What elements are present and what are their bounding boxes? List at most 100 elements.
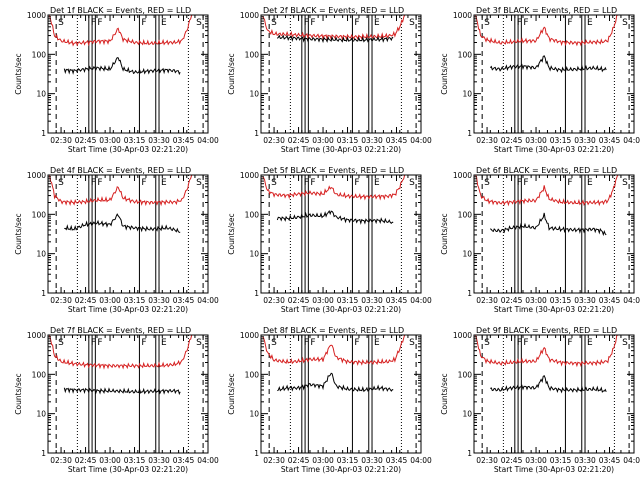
panel-3-x-tick-label-5: 03:30 bbox=[574, 136, 596, 145]
panel-8-marker-label-1: S bbox=[271, 338, 277, 348]
panel-6-marker-label-3: F bbox=[523, 178, 528, 188]
panel-2-y-tick-label-2: 10 bbox=[249, 90, 259, 99]
panel-7-marker-label-4: F bbox=[141, 338, 146, 348]
panel-6-title: Det 6f BLACK = Events, RED = LLD bbox=[476, 166, 617, 175]
panel-8-marker-label-3: F bbox=[310, 338, 315, 348]
panel-3-marker-label-3: F bbox=[523, 18, 528, 28]
panel-3-lld-series-line bbox=[475, 14, 618, 47]
panel-9-marker-label-5: E bbox=[587, 338, 593, 348]
panel-1-title: Det 1f BLACK = Events, RED = LLD bbox=[50, 6, 191, 15]
panel-3-title: Det 3f BLACK = Events, RED = LLD bbox=[476, 6, 617, 15]
panel-5-lld-series-line bbox=[262, 174, 406, 201]
panel-4-marker-label-4: F bbox=[141, 178, 146, 188]
panel-2-marker-label-2: F bbox=[304, 18, 309, 28]
panel-1-y-axis-label: Counts/sec bbox=[14, 53, 23, 94]
panel-1-y-tick-label-3: 100 bbox=[32, 50, 47, 59]
panel-6-marker-label-2: F bbox=[517, 178, 522, 188]
panel-9-title: Det 9f BLACK = Events, RED = LLD bbox=[476, 326, 617, 335]
panel-9-marker-label-4: F bbox=[567, 338, 572, 348]
panel-3-y-tick-label-4: 1000 bbox=[453, 11, 472, 20]
panel-3-x-tick-label-4: 03:15 bbox=[550, 136, 572, 145]
panel-3-marker-label-5: E bbox=[587, 18, 593, 28]
panel-1: 1 10 100 1000 02:30 02:45 03:00 03:15 03:30 03:45… bbox=[14, 6, 219, 154]
panel-9-y-tick-label-3: 100 bbox=[458, 370, 473, 379]
panel-4-lld-series-line bbox=[49, 174, 193, 207]
panel-6: 1 10 100 1000 02:30 02:45 03:00 03:15 03:30 03:45… bbox=[440, 166, 640, 314]
panel-7-x-tick-label-5: 03:30 bbox=[148, 456, 170, 465]
panel-4-title: Det 4f BLACK = Events, RED = LLD bbox=[50, 166, 191, 175]
panel-9-marker-label-2: F bbox=[517, 338, 522, 348]
panel-5-marker-label-4: F bbox=[354, 178, 359, 188]
panel-9-y-tick-label-2: 10 bbox=[462, 410, 472, 419]
panel-1-x-tick-label-3: 03:00 bbox=[99, 136, 121, 145]
panel-4-x-tick-label-5: 03:30 bbox=[148, 296, 170, 305]
panel-3-x-axis-label: Start Time (30-Apr-03 02:21:20) bbox=[494, 145, 614, 154]
panel-3-marker-label-4: F bbox=[567, 18, 572, 28]
panel-5-marker-label-1: S bbox=[271, 178, 277, 188]
panel-7-marker-label-5: E bbox=[161, 338, 167, 348]
panel-4-x-tick-label-7: 04:00 bbox=[197, 296, 219, 305]
panel-4-x-tick-label-2: 02:45 bbox=[75, 296, 97, 305]
panel-1-x-tick-label-5: 03:30 bbox=[148, 136, 170, 145]
panel-6-y-axis-label: Counts/sec bbox=[440, 213, 449, 254]
panel-4-y-tick-label-1: 1 bbox=[41, 289, 46, 298]
panel-8-marker-label-2: F bbox=[304, 338, 309, 348]
panel-6-y-tick-label-1: 1 bbox=[467, 289, 472, 298]
panel-1-x-tick-label-6: 03:45 bbox=[173, 136, 195, 145]
panel-2-marker-label-1: S bbox=[271, 18, 277, 28]
panel-4-marker-label-3: F bbox=[97, 178, 102, 188]
panel-8-y-tick-label-4: 1000 bbox=[240, 331, 259, 340]
panel-6-x-tick-label-3: 03:00 bbox=[525, 296, 547, 305]
panel-3-y-axis-label: Counts/sec bbox=[440, 53, 449, 94]
panel-1-events-series-line bbox=[63, 57, 181, 76]
panel-9-x-tick-label-7: 04:00 bbox=[623, 456, 640, 465]
panel-2-marker-label-4: F bbox=[354, 18, 359, 28]
panel-4-x-axis-label: Start Time (30-Apr-03 02:21:20) bbox=[68, 305, 188, 314]
panel-4-marker-label-2: F bbox=[91, 178, 96, 188]
panel-9-x-tick-label-2: 02:45 bbox=[501, 456, 523, 465]
panel-6-x-tick-label-6: 03:45 bbox=[599, 296, 621, 305]
panel-7: 1 10 100 1000 02:30 02:45 03:00 03:15 03:30 03:45… bbox=[14, 326, 219, 474]
panel-2-marker-label-5: E bbox=[374, 18, 380, 28]
panel-5-x-tick-label-3: 03:00 bbox=[312, 296, 334, 305]
panel-4-x-tick-label-3: 03:00 bbox=[99, 296, 121, 305]
panel-7-lld-series-line bbox=[49, 334, 193, 370]
panel-5: 1 10 100 1000 02:30 02:45 03:00 03:15 03:30 03:45… bbox=[227, 166, 432, 314]
panel-1-marker-label-3: F bbox=[97, 18, 102, 28]
panel-7-y-tick-label-2: 10 bbox=[36, 410, 46, 419]
panel-7-marker-label-2: F bbox=[91, 338, 96, 348]
panel-3-events-series-line bbox=[489, 55, 607, 74]
panel-9-events-series-line bbox=[490, 374, 607, 394]
panel-2-x-tick-label-4: 03:15 bbox=[337, 136, 359, 145]
panel-7-y-axis-label: Counts/sec bbox=[14, 373, 23, 414]
panel-6-plot-frame bbox=[473, 174, 635, 294]
panel-7-x-tick-label-2: 02:45 bbox=[75, 456, 97, 465]
panel-7-events-series-line bbox=[63, 387, 181, 396]
panel-4-x-tick-label-1: 02:30 bbox=[50, 296, 72, 305]
panel-1-x-tick-label-1: 02:30 bbox=[50, 136, 72, 145]
panel-4-y-tick-label-3: 100 bbox=[32, 210, 47, 219]
panel-9-y-axis-label: Counts/sec bbox=[440, 373, 449, 414]
panel-7-x-tick-label-4: 03:15 bbox=[124, 456, 146, 465]
panel-6-marker-label-5: E bbox=[587, 178, 593, 188]
panel-9-x-tick-label-4: 03:15 bbox=[550, 456, 572, 465]
panel-8-x-tick-label-1: 02:30 bbox=[263, 456, 285, 465]
panel-9-lld-series-line bbox=[475, 334, 619, 368]
panel-6-y-tick-label-2: 10 bbox=[462, 250, 472, 259]
panel-1-plot-frame bbox=[47, 14, 209, 134]
panel-2-y-tick-label-3: 100 bbox=[245, 50, 260, 59]
panel-2-y-tick-label-1: 1 bbox=[254, 129, 259, 138]
panel-5-marker-label-5: E bbox=[374, 178, 380, 188]
panel-9-y-tick-label-4: 1000 bbox=[453, 331, 472, 340]
panel-5-x-tick-label-4: 03:15 bbox=[337, 296, 359, 305]
panel-5-y-axis-label: Counts/sec bbox=[227, 213, 236, 254]
panel-7-title: Det 7f BLACK = Events, RED = LLD bbox=[50, 326, 191, 335]
panel-8-title: Det 8f BLACK = Events, RED = LLD bbox=[263, 326, 404, 335]
panel-7-plot-frame bbox=[47, 334, 209, 454]
panel-8-lld-series-line bbox=[262, 334, 406, 366]
panel-2-x-tick-label-6: 03:45 bbox=[386, 136, 408, 145]
panel-5-x-axis-label: Start Time (30-Apr-03 02:21:20) bbox=[281, 305, 401, 314]
panel-3-marker-label-2: F bbox=[517, 18, 522, 28]
panel-4-x-tick-label-6: 03:45 bbox=[173, 296, 195, 305]
